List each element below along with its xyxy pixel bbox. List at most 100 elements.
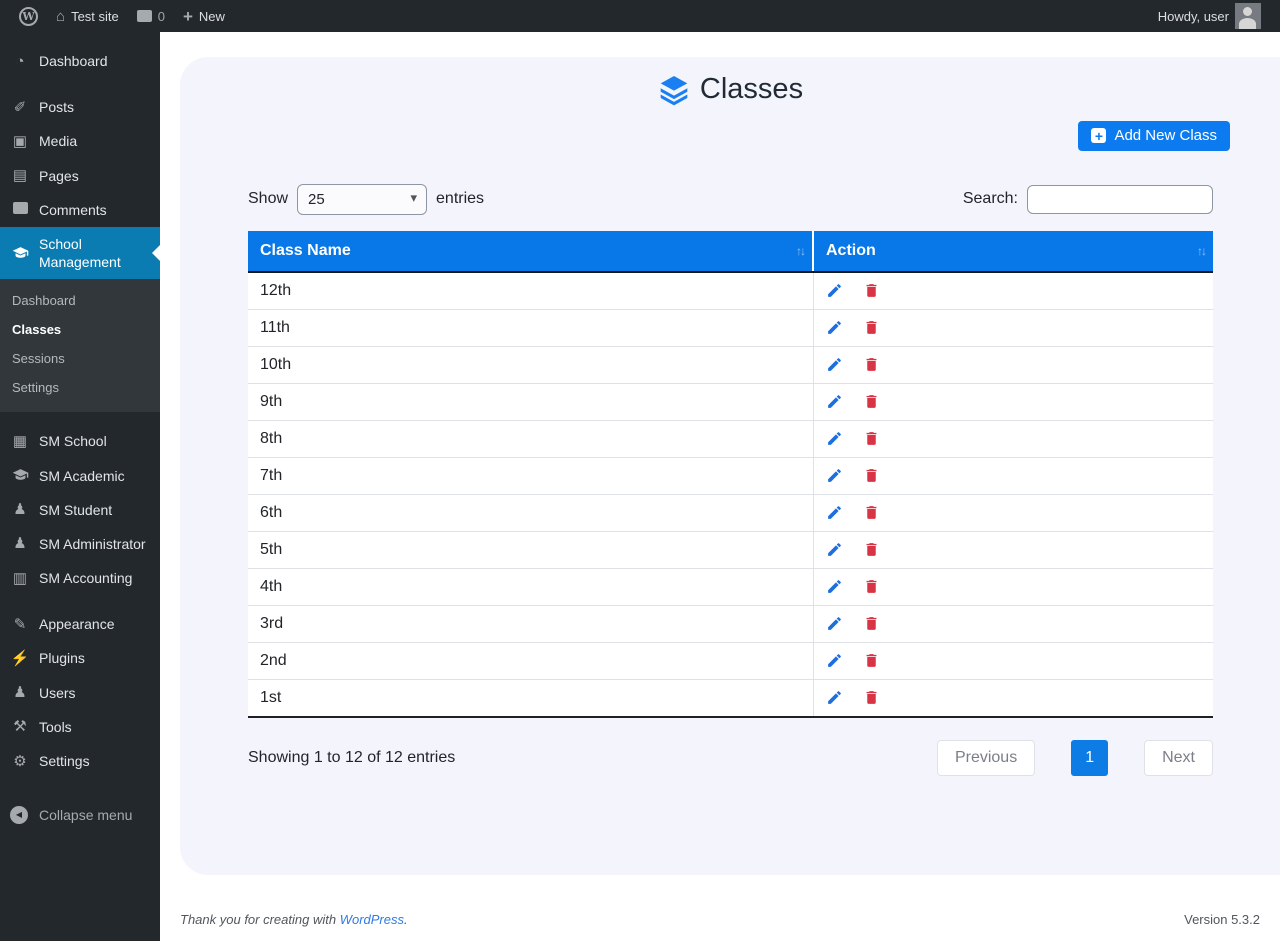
table-row: 7th xyxy=(248,456,1213,494)
sort-icon: ↑↓ xyxy=(1197,243,1207,258)
collapse-menu-button[interactable]: ◀ Collapse menu xyxy=(0,798,160,832)
wordpress-link[interactable]: WordPress xyxy=(339,912,404,927)
delete-icon[interactable] xyxy=(863,393,880,410)
delete-icon[interactable] xyxy=(863,615,880,632)
search-input[interactable] xyxy=(1027,184,1213,214)
entries-label: entries xyxy=(436,190,485,207)
sidebar-item-tools[interactable]: ⚒ Tools xyxy=(0,710,160,744)
add-new-class-button[interactable]: Add New Class xyxy=(1078,120,1230,151)
delete-icon[interactable] xyxy=(863,504,880,521)
edit-icon[interactable] xyxy=(826,356,843,373)
table-row: 8th xyxy=(248,419,1213,457)
sidebar-item-users[interactable]: ♟ Users xyxy=(0,676,160,710)
table-row: 2nd xyxy=(248,641,1213,679)
edit-icon[interactable] xyxy=(826,615,843,632)
sidebar-item-label: Posts xyxy=(39,99,75,116)
edit-icon[interactable] xyxy=(826,541,843,558)
comments-icon xyxy=(10,202,30,217)
delete-icon[interactable] xyxy=(863,430,880,447)
students-icon: ♟ xyxy=(13,501,27,519)
table-row: 9th xyxy=(248,382,1213,420)
class-name-cell: 6th xyxy=(248,493,814,531)
comments-shortcut[interactable]: 0 xyxy=(128,0,174,32)
action-cell xyxy=(813,271,1213,309)
sidebar-item-posts[interactable]: ✐ Posts xyxy=(0,90,160,124)
action-cell xyxy=(813,456,1213,494)
sidebar-item-label: Dashboard xyxy=(39,53,108,69)
column-header-class-name[interactable]: Class Name ↑↓ xyxy=(248,230,814,273)
delete-icon[interactable] xyxy=(863,467,880,484)
new-content-menu[interactable]: + New xyxy=(174,0,234,32)
delete-icon[interactable] xyxy=(863,541,880,558)
edit-icon[interactable] xyxy=(826,578,843,595)
delete-icon[interactable] xyxy=(863,282,880,299)
sidebar-item-label: Plugins xyxy=(39,650,85,667)
sidebar-item-settings[interactable]: ⚙ Settings xyxy=(0,744,160,778)
delete-icon[interactable] xyxy=(863,319,880,336)
sidebar-item-plugins[interactable]: ⚡ Plugins xyxy=(0,641,160,675)
column-header-action[interactable]: Action ↑↓ xyxy=(813,230,1213,273)
edit-icon[interactable] xyxy=(826,467,843,484)
action-cell xyxy=(813,641,1213,679)
plus-square-icon xyxy=(1091,128,1107,143)
site-name-link[interactable]: ⌂ Test site xyxy=(47,0,128,32)
sidebar-item-pages[interactable]: ▤ Pages xyxy=(0,159,160,193)
sidebar-item-dashboard[interactable]: ◔ Dashboard xyxy=(0,44,160,78)
sidebar-item-label: SM School xyxy=(39,433,107,450)
delete-icon[interactable] xyxy=(863,652,880,669)
sidebar-item-sm-accounting[interactable]: ▥ SM Accounting xyxy=(0,561,160,595)
wrench-icon: ⚒ xyxy=(13,718,27,736)
edit-icon[interactable] xyxy=(826,319,843,336)
submenu-item-dashboard[interactable]: Dashboard xyxy=(12,293,76,309)
sidebar-item-label: SM Administrator xyxy=(39,535,146,552)
sidebar-item-sm-school[interactable]: ▦ SM School xyxy=(0,424,160,458)
sidebar-item-appearance[interactable]: ✎ Appearance xyxy=(0,607,160,641)
class-name-cell: 4th xyxy=(248,567,814,605)
next-page-button[interactable]: Next xyxy=(1144,739,1213,776)
sliders-icon: ⚙ xyxy=(13,752,27,770)
sidebar-item-label: Settings xyxy=(39,753,90,769)
delete-icon[interactable] xyxy=(863,689,880,706)
page-length-select[interactable]: 25 xyxy=(297,183,428,215)
sidebar-item-sm-academic[interactable]: SM Academic xyxy=(0,459,160,493)
submenu-item-classes[interactable]: Classes xyxy=(12,322,62,338)
submenu-item-sessions[interactable]: Sessions xyxy=(12,351,65,367)
sidebar-item-school-management[interactable]: School Management xyxy=(0,226,160,280)
pagination: Previous 1 Next xyxy=(936,739,1213,776)
delete-icon[interactable] xyxy=(863,356,880,373)
action-cell xyxy=(813,419,1213,457)
dashboard-icon: ◔ xyxy=(15,52,25,70)
previous-page-button[interactable]: Previous xyxy=(936,739,1036,776)
sidebar-item-comments[interactable]: Comments xyxy=(0,193,160,227)
submenu-item-settings[interactable]: Settings xyxy=(12,380,59,396)
ledger-icon: ▥ xyxy=(12,569,28,587)
edit-icon[interactable] xyxy=(826,504,843,521)
sidebar-item-media[interactable]: ▣ Media xyxy=(0,124,160,158)
table-row: 11th xyxy=(248,308,1213,346)
table-row: 6th xyxy=(248,493,1213,531)
edit-icon[interactable] xyxy=(826,689,843,706)
class-name-cell: 1st xyxy=(248,678,814,717)
sidebar-item-label: Appearance xyxy=(39,616,115,633)
edit-icon[interactable] xyxy=(826,393,843,410)
wordpress-menu[interactable]: W xyxy=(10,0,47,32)
media-icon: ▣ xyxy=(12,132,28,150)
main-content: Classes Add New Class Show 25 ent xyxy=(160,32,1280,941)
comment-bubble-icon xyxy=(136,10,152,22)
sidebar-item-sm-student[interactable]: ♟ SM Student xyxy=(0,493,160,527)
table-row: 4th xyxy=(248,567,1213,605)
sidebar-item-sm-administrator[interactable]: ♟ SM Administrator xyxy=(0,527,160,561)
action-cell xyxy=(813,382,1213,420)
class-name-cell: 11th xyxy=(248,308,814,346)
home-icon: ⌂ xyxy=(56,7,66,25)
edit-icon[interactable] xyxy=(826,430,843,447)
edit-icon[interactable] xyxy=(826,652,843,669)
edit-icon[interactable] xyxy=(826,282,843,299)
footer-thanks: Thank you for creating with WordPress. xyxy=(180,912,408,927)
page-1-button[interactable]: 1 xyxy=(1071,739,1109,776)
sidebar-item-label: Pages xyxy=(39,167,79,184)
action-cell xyxy=(813,493,1213,531)
delete-icon[interactable] xyxy=(863,578,880,595)
menu-separator xyxy=(0,595,160,607)
howdy-account-menu[interactable]: Howdy, user xyxy=(1149,0,1270,32)
